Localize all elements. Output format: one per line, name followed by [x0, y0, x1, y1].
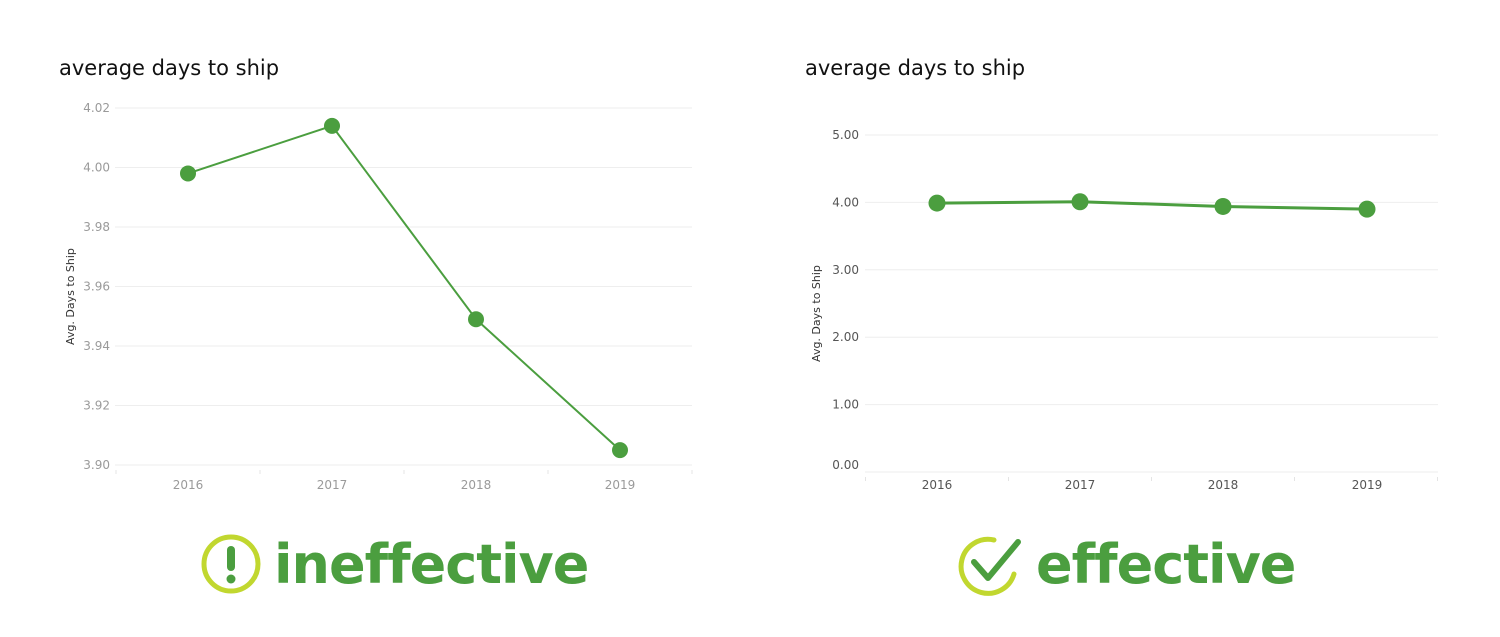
data-point: [324, 117, 340, 134]
y-tick-label: 3.94: [83, 339, 110, 353]
data-point: [468, 311, 484, 328]
line-chart-ineffective: 3.90 3.92 3.94 3.96 3.98 4.00 4.02 2016 2017 2018…: [64, 101, 693, 492]
data-point: [1358, 200, 1376, 218]
chart-title-right: average days to ship: [805, 56, 1026, 80]
verdict-label-ineffective: ineffective: [274, 532, 589, 596]
y-tick-label: 4.02: [83, 101, 110, 115]
y-axis-label: Avg. Days to Ship: [810, 265, 823, 362]
y-tick-label: 4.00: [83, 161, 110, 175]
y-tick-label: 1.00: [832, 398, 859, 412]
y-tick-label: 3.00: [832, 263, 859, 277]
x-tick-label: 2017: [1065, 478, 1096, 492]
x-tick-label: 2016: [173, 478, 204, 492]
data-point: [1214, 197, 1232, 215]
exclamation-circle-icon: [201, 534, 261, 594]
checkmark-circle-icon: [958, 536, 1021, 596]
series-line: [936, 200, 1368, 211]
chart-title-left: average days to ship: [59, 56, 280, 80]
data-point: [1071, 193, 1089, 211]
y-tick-label: 4.00: [832, 195, 859, 209]
verdict-label-effective: effective: [1036, 532, 1296, 596]
y-tick-label: 0.00: [832, 458, 859, 472]
x-tick-label: 2019: [605, 478, 636, 492]
y-tick-label: 3.90: [83, 458, 110, 472]
y-tick-label: 5.00: [832, 128, 859, 142]
y-tick-label: 3.96: [83, 280, 110, 294]
x-tick-label: 2016: [922, 478, 953, 492]
x-tick-label: 2018: [1208, 478, 1239, 492]
y-axis-label: Avg. Days to Ship: [64, 248, 77, 345]
x-tick-label: 2017: [317, 478, 348, 492]
data-point: [612, 442, 628, 459]
verdict-effective: effective: [958, 528, 1296, 600]
y-tick-label: 3.92: [83, 399, 110, 413]
y-tick-label: 3.98: [83, 220, 110, 234]
verdict-ineffective: ineffective: [200, 528, 589, 600]
x-tick-label: 2019: [1352, 478, 1383, 492]
data-point: [180, 165, 196, 182]
data-point: [928, 194, 946, 212]
y-tick-label: 2.00: [832, 330, 859, 344]
line-chart-effective: 0.00 1.00 2.00 3.00 4.00 5.00 2016 2017 2018 2019…: [810, 128, 1438, 492]
x-tick-label: 2018: [461, 478, 492, 492]
series-line: [187, 124, 621, 451]
